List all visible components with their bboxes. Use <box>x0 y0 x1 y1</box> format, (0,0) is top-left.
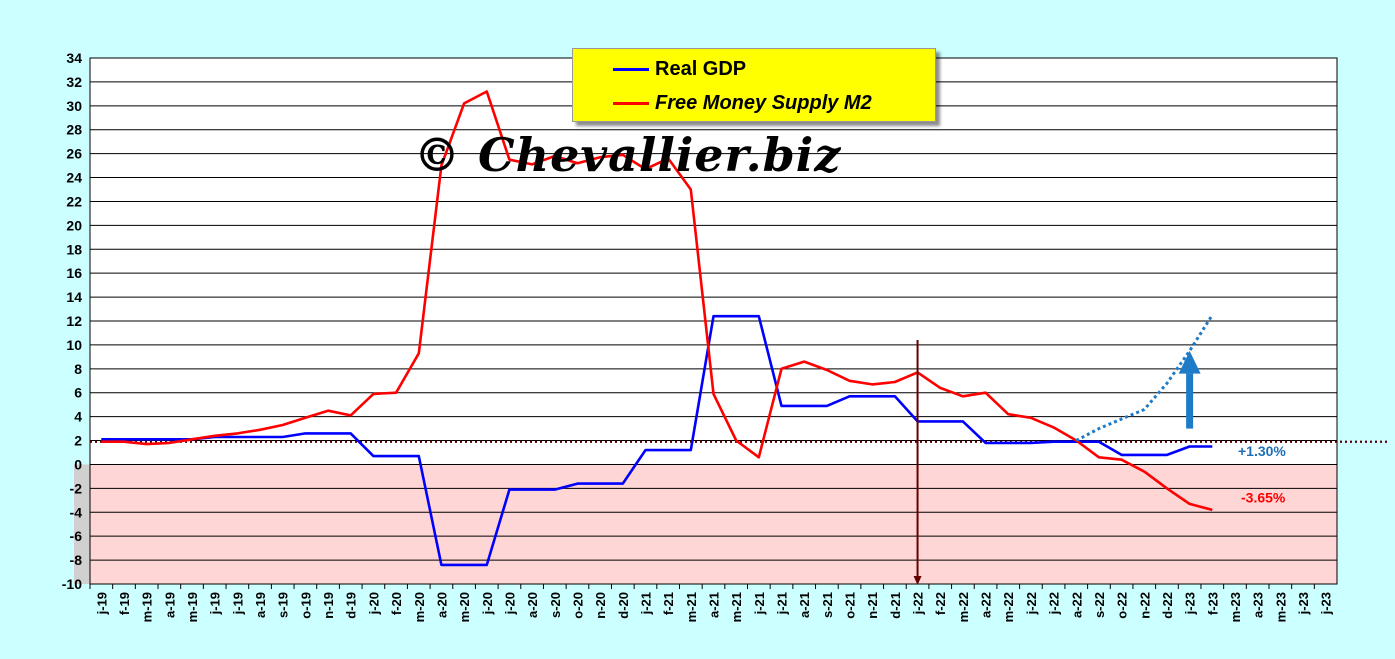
x-tick-label: n-20 <box>593 592 608 619</box>
x-tick-label: n-19 <box>321 592 336 619</box>
y-tick-label: -10 <box>62 576 82 592</box>
x-tick-label: d-19 <box>344 592 359 619</box>
annotation-gdp-value: +1.30% <box>1238 443 1286 459</box>
x-tick-label: a-23 <box>1251 592 1266 618</box>
x-tick-label: a-21 <box>797 592 812 618</box>
x-tick-label: a-20 <box>525 592 540 618</box>
x-tick-label: s-19 <box>276 592 291 618</box>
x-tick-label: a-19 <box>162 592 177 618</box>
legend-swatch-real-gdp <box>613 67 649 71</box>
x-tick-label: j-22 <box>1047 592 1062 615</box>
x-tick-label: j-19 <box>208 592 223 615</box>
x-tick-label: m-21 <box>684 592 699 622</box>
x-tick-label: j-21 <box>752 592 767 615</box>
x-tick-label: f-23 <box>1205 592 1220 615</box>
x-tick-label: a-21 <box>707 592 722 618</box>
y-tick-label: 22 <box>66 193 82 209</box>
y-tick-label: 32 <box>66 74 82 90</box>
x-tick-label: s-20 <box>548 592 563 618</box>
projection-curve <box>1075 314 1214 442</box>
x-tick-label: o-21 <box>843 592 858 619</box>
y-tick-label: -8 <box>70 552 83 568</box>
annotation-m2-value: -3.65% <box>1241 490 1286 506</box>
y-tick-label: 34 <box>66 50 82 66</box>
y-tick-label: 2 <box>74 433 82 449</box>
x-tick-label: f-20 <box>389 592 404 615</box>
x-tick-label: j-20 <box>366 592 381 615</box>
y-tick-label: 18 <box>66 241 82 257</box>
x-tick-label: o-20 <box>570 592 585 619</box>
negative-zone <box>90 464 1337 584</box>
x-tick-label: m-22 <box>956 592 971 622</box>
y-tick-label: 30 <box>66 98 82 114</box>
x-tick-label: a-20 <box>434 592 449 618</box>
negative-zone-axis-shade <box>74 464 90 584</box>
x-tick-label: j-19 <box>230 592 245 615</box>
x-tick-label: j-23 <box>1183 592 1198 615</box>
y-tick-label: 16 <box>66 265 82 281</box>
x-tick-label: m-20 <box>412 592 427 622</box>
legend-label-real-gdp: Real GDP <box>655 57 747 80</box>
x-tick-label: a-19 <box>253 592 268 618</box>
x-tick-label: d-22 <box>1160 592 1175 619</box>
up-arrow-head <box>1178 350 1201 374</box>
x-tick-label: j-23 <box>1296 592 1311 615</box>
legend-item-m2: Free Money Supply M2 <box>613 88 872 118</box>
x-tick-label: m-21 <box>729 592 744 622</box>
y-tick-label: 6 <box>74 385 82 401</box>
x-tick-label: m-23 <box>1273 592 1288 622</box>
x-tick-label: o-22 <box>1115 592 1130 619</box>
series-line-real-gdp <box>101 314 1213 567</box>
x-tick-label: a-22 <box>979 592 994 618</box>
y-tick-label: 0 <box>74 456 82 472</box>
x-tick-label: f-19 <box>117 592 132 615</box>
x-tick-label: j-21 <box>775 592 790 615</box>
y-tick-label: 14 <box>66 289 82 305</box>
x-tick-label: f-22 <box>933 592 948 615</box>
y-tick-label: 10 <box>66 337 82 353</box>
x-tick-label: j-22 <box>1024 592 1039 615</box>
legend-label-m2: Free Money Supply M2 <box>655 91 872 114</box>
y-tick-label: 8 <box>74 361 82 377</box>
x-tick-label: o-19 <box>298 592 313 619</box>
x-tick-label: j-21 <box>638 592 653 615</box>
y-tick-label: 4 <box>74 409 82 425</box>
x-tick-label: m-23 <box>1228 592 1243 622</box>
y-tick-label: -6 <box>70 528 83 544</box>
x-tick-label: s-21 <box>820 592 835 618</box>
y-tick-label: 20 <box>66 217 82 233</box>
x-tick-label: f-21 <box>661 592 676 615</box>
x-tick-label: n-22 <box>1137 592 1152 619</box>
legend-item-real-gdp: Real GDP <box>613 54 746 84</box>
x-tick-label: m-19 <box>185 592 200 622</box>
x-tick-label: m-22 <box>1001 592 1016 622</box>
y-tick-label: 12 <box>66 313 82 329</box>
legend: Real GDP Free Money Supply M2 <box>572 48 936 122</box>
x-tick-label: j-23 <box>1319 592 1334 615</box>
x-tick-label: a-22 <box>1069 592 1084 618</box>
x-tick-label: n-21 <box>865 592 880 619</box>
watermark: © Chevallier.biz <box>414 128 842 182</box>
event-marker-arrowhead <box>913 576 922 585</box>
y-tick-label: 24 <box>66 170 82 186</box>
x-tick-label: j-20 <box>502 592 517 615</box>
x-tick-label: j-20 <box>480 592 495 615</box>
y-tick-label: -2 <box>70 480 83 496</box>
x-tick-label: j-22 <box>911 592 926 615</box>
x-tick-label: m-19 <box>140 592 155 622</box>
x-tick-label: s-22 <box>1092 592 1107 618</box>
x-tick-label: d-20 <box>616 592 631 619</box>
y-tick-label: -4 <box>70 504 83 520</box>
legend-swatch-m2 <box>613 101 649 105</box>
y-tick-label: 28 <box>66 122 82 138</box>
x-tick-label: d-21 <box>888 592 903 619</box>
x-tick-label: j-19 <box>94 592 109 615</box>
up-arrow-shaft <box>1186 373 1194 429</box>
series-line-m2 <box>101 90 1213 512</box>
y-tick-label: 26 <box>66 146 82 162</box>
x-tick-label: m-20 <box>457 592 472 622</box>
